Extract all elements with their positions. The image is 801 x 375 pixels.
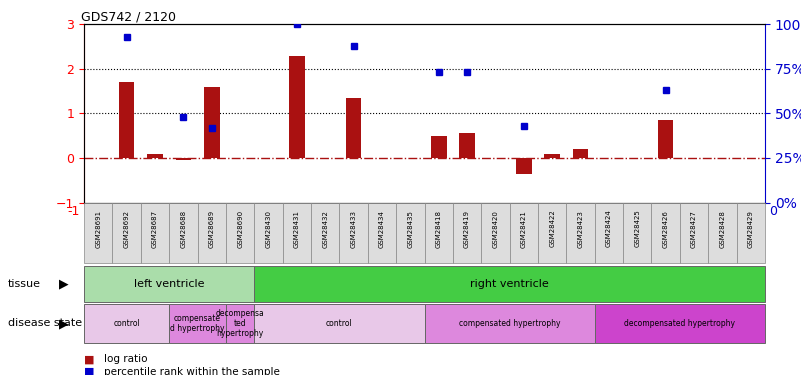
Text: log ratio: log ratio	[104, 354, 147, 364]
Bar	[737, 202, 765, 262]
Bar	[516, 158, 532, 174]
Text: GSM28689: GSM28689	[209, 210, 215, 248]
Text: tissue: tissue	[8, 279, 41, 289]
Bar	[84, 266, 255, 302]
Text: control: control	[113, 319, 140, 328]
Text: 0: 0	[769, 205, 777, 218]
Text: control: control	[326, 319, 352, 328]
Text: GSM28427: GSM28427	[691, 210, 697, 248]
Text: GSM28434: GSM28434	[379, 210, 385, 248]
Bar	[346, 98, 361, 158]
Bar	[254, 266, 765, 302]
Text: GDS742 / 2120: GDS742 / 2120	[81, 10, 175, 23]
Text: decompensated hypertrophy: decompensated hypertrophy	[624, 319, 735, 328]
Bar	[368, 202, 396, 262]
Text: GSM28422: GSM28422	[549, 210, 555, 248]
Bar	[566, 202, 594, 262]
Bar	[594, 304, 765, 343]
Bar	[573, 149, 589, 158]
Text: ■: ■	[84, 354, 95, 364]
Bar	[226, 202, 255, 262]
Bar	[112, 202, 141, 262]
Text: GSM28435: GSM28435	[408, 210, 413, 248]
Text: GSM28419: GSM28419	[464, 210, 470, 248]
Bar	[311, 202, 340, 262]
Bar	[169, 202, 198, 262]
Text: GSM28687: GSM28687	[152, 210, 158, 248]
Text: decompensa
ted
hypertrophy: decompensa ted hypertrophy	[215, 309, 264, 338]
Text: GSM28692: GSM28692	[123, 210, 130, 248]
Text: left ventricle: left ventricle	[134, 279, 204, 289]
Bar	[658, 120, 674, 158]
Bar	[84, 202, 112, 262]
Bar	[425, 304, 594, 343]
Bar	[340, 202, 368, 262]
Bar	[509, 202, 538, 262]
Bar	[119, 82, 135, 158]
Text: GSM28421: GSM28421	[521, 210, 527, 248]
Bar	[204, 87, 219, 158]
Bar	[254, 202, 283, 262]
Bar	[147, 153, 163, 158]
Bar	[545, 153, 560, 158]
Text: ▶: ▶	[59, 317, 69, 330]
Text: ■: ■	[84, 367, 95, 375]
Bar	[141, 202, 169, 262]
Bar	[459, 134, 475, 158]
Text: ▶: ▶	[59, 278, 69, 291]
Bar	[289, 56, 304, 158]
Bar	[425, 202, 453, 262]
Text: GSM28688: GSM28688	[180, 210, 187, 248]
Bar	[226, 304, 255, 343]
Text: GSM28428: GSM28428	[719, 210, 726, 248]
Bar	[84, 304, 169, 343]
Bar	[481, 202, 509, 262]
Bar	[396, 202, 425, 262]
Text: GSM28420: GSM28420	[493, 210, 498, 248]
Text: disease state: disease state	[8, 318, 83, 328]
Text: compensate
d hypertrophy: compensate d hypertrophy	[171, 314, 225, 333]
Bar	[623, 202, 651, 262]
Bar	[431, 136, 446, 158]
Bar	[708, 202, 737, 262]
Bar	[169, 304, 226, 343]
Bar	[175, 158, 191, 160]
Bar	[254, 304, 425, 343]
Text: GSM28418: GSM28418	[436, 210, 441, 248]
Text: compensated hypertrophy: compensated hypertrophy	[459, 319, 561, 328]
Bar	[198, 202, 226, 262]
Text: GSM28691: GSM28691	[95, 210, 101, 248]
Bar	[283, 202, 311, 262]
Text: GSM28426: GSM28426	[662, 210, 669, 248]
Text: right ventricle: right ventricle	[470, 279, 549, 289]
Bar	[680, 202, 708, 262]
Text: -1: -1	[68, 205, 80, 218]
Text: GSM28425: GSM28425	[634, 210, 640, 248]
Text: GSM28690: GSM28690	[237, 210, 244, 248]
Text: GSM28431: GSM28431	[294, 210, 300, 248]
Bar	[651, 202, 680, 262]
Text: GSM28429: GSM28429	[748, 210, 754, 248]
Text: GSM28430: GSM28430	[265, 210, 272, 248]
Text: GSM28424: GSM28424	[606, 210, 612, 248]
Text: GSM28433: GSM28433	[351, 210, 356, 248]
Text: percentile rank within the sample: percentile rank within the sample	[104, 367, 280, 375]
Text: GSM28423: GSM28423	[578, 210, 584, 248]
Bar	[453, 202, 481, 262]
Bar	[538, 202, 566, 262]
Bar	[594, 202, 623, 262]
Text: GSM28432: GSM28432	[322, 210, 328, 248]
